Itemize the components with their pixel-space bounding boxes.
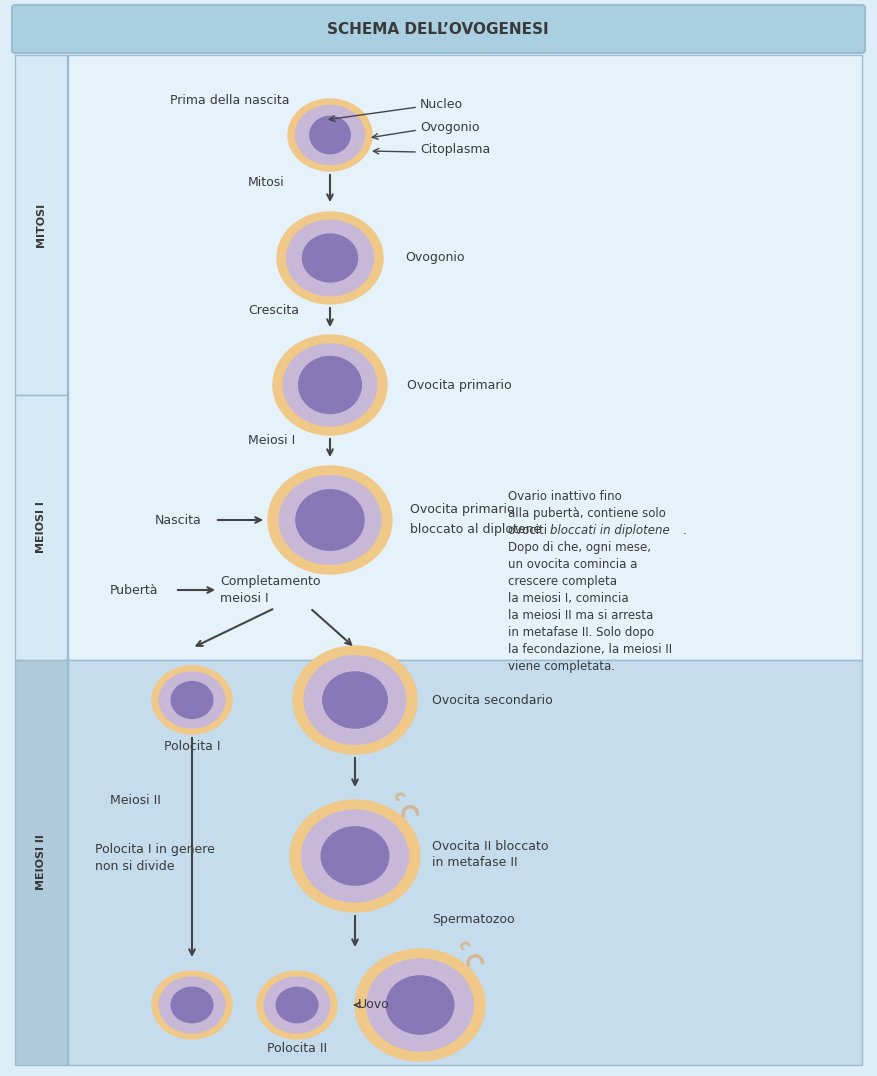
Text: Polocita II: Polocita II [267, 1042, 327, 1054]
Ellipse shape [171, 988, 213, 1022]
FancyBboxPatch shape [12, 5, 865, 53]
Text: bloccato al diplotene: bloccato al diplotene [410, 524, 541, 537]
FancyBboxPatch shape [15, 55, 67, 395]
Text: la meiosi I, comincia: la meiosi I, comincia [508, 592, 629, 605]
Text: .: . [683, 524, 687, 537]
Ellipse shape [296, 105, 365, 165]
Ellipse shape [277, 212, 383, 305]
Text: Polocita I in genere: Polocita I in genere [95, 844, 215, 856]
Text: Crescita: Crescita [248, 303, 299, 316]
Text: viene completata.: viene completata. [508, 660, 615, 672]
Ellipse shape [268, 466, 392, 574]
Ellipse shape [355, 949, 485, 1061]
Text: in metafase II: in metafase II [432, 856, 517, 869]
Ellipse shape [323, 671, 388, 728]
Text: Citoplasma: Citoplasma [420, 143, 490, 156]
Ellipse shape [302, 810, 409, 902]
Text: non si divide: non si divide [95, 861, 175, 874]
FancyBboxPatch shape [68, 55, 862, 660]
Text: Ovocita secondario: Ovocita secondario [432, 694, 553, 707]
Text: bloccati in diplotene: bloccati in diplotene [550, 524, 670, 537]
Text: ovociti: ovociti [508, 524, 551, 537]
Ellipse shape [171, 681, 213, 719]
Ellipse shape [273, 335, 387, 435]
Text: Spermatozoo: Spermatozoo [432, 914, 515, 926]
Text: Ovocita primario: Ovocita primario [407, 379, 511, 392]
Text: la fecondazione, la meiosi II: la fecondazione, la meiosi II [508, 643, 672, 656]
Text: in metafase II. Solo dopo: in metafase II. Solo dopo [508, 626, 654, 639]
Ellipse shape [303, 235, 358, 282]
Text: Mitosi: Mitosi [248, 176, 285, 189]
Text: Prima della nascita: Prima della nascita [170, 94, 289, 107]
Ellipse shape [304, 655, 406, 745]
Ellipse shape [276, 988, 317, 1022]
Text: Polocita I: Polocita I [164, 740, 220, 753]
Text: crescere completa: crescere completa [508, 575, 617, 587]
Ellipse shape [290, 799, 420, 912]
Text: MEIOSI II: MEIOSI II [36, 834, 46, 890]
Ellipse shape [296, 490, 364, 550]
Ellipse shape [386, 976, 453, 1034]
Ellipse shape [288, 99, 372, 171]
Text: SCHEMA DELL’OVOGENESI: SCHEMA DELL’OVOGENESI [327, 22, 549, 37]
Ellipse shape [293, 646, 417, 754]
FancyBboxPatch shape [68, 660, 862, 1065]
Text: Ovario inattivo fino: Ovario inattivo fino [508, 490, 622, 502]
Text: Uovo: Uovo [354, 999, 390, 1011]
Ellipse shape [257, 971, 337, 1039]
Ellipse shape [279, 476, 381, 564]
Ellipse shape [152, 971, 232, 1039]
FancyBboxPatch shape [15, 660, 67, 1065]
Text: Ovocita II bloccato: Ovocita II bloccato [432, 839, 548, 852]
Ellipse shape [283, 344, 377, 426]
FancyBboxPatch shape [15, 395, 67, 660]
Text: Meiosi II: Meiosi II [110, 793, 160, 807]
Text: MEIOSI I: MEIOSI I [36, 501, 46, 553]
Ellipse shape [299, 356, 361, 413]
Ellipse shape [152, 666, 232, 734]
Text: Dopo di che, ogni mese,: Dopo di che, ogni mese, [508, 541, 651, 554]
Text: Pubertà: Pubertà [110, 583, 159, 596]
Ellipse shape [321, 826, 389, 886]
Text: meiosi I: meiosi I [220, 592, 268, 605]
Ellipse shape [367, 959, 474, 1051]
Text: Meiosi I: Meiosi I [248, 434, 296, 447]
Text: Ovocita primario: Ovocita primario [410, 504, 515, 516]
Text: Completamento: Completamento [220, 576, 320, 589]
Text: la meiosi II ma si arresta: la meiosi II ma si arresta [508, 609, 653, 622]
Ellipse shape [287, 221, 374, 296]
Ellipse shape [264, 977, 330, 1033]
Text: un ovocita comincia a: un ovocita comincia a [508, 558, 638, 571]
Text: MITOSI: MITOSI [36, 203, 46, 247]
Ellipse shape [310, 116, 350, 154]
Ellipse shape [160, 672, 225, 727]
Ellipse shape [160, 977, 225, 1033]
Text: alla pubertà, contiene solo: alla pubertà, contiene solo [508, 507, 666, 520]
Text: Nascita: Nascita [155, 513, 202, 526]
Text: Nucleo: Nucleo [420, 99, 463, 112]
Text: Ovogonio: Ovogonio [405, 252, 465, 265]
Text: Ovogonio: Ovogonio [420, 122, 480, 134]
